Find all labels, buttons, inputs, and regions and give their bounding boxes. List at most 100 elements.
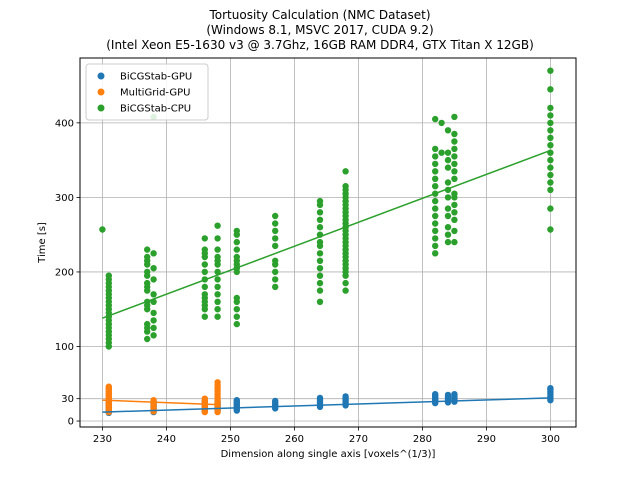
data-point xyxy=(233,227,240,235)
data-point xyxy=(150,276,157,283)
legend[interactable]: BiCGStab-GPU MultiGrid-GPU BiCGStab-CPU xyxy=(85,63,209,121)
data-point xyxy=(272,257,279,264)
data-point xyxy=(144,253,151,261)
data-point xyxy=(451,153,458,160)
data-point xyxy=(432,220,439,227)
data-point xyxy=(99,226,106,233)
data-point xyxy=(547,179,554,186)
series-bicgstab-cpu xyxy=(99,67,554,350)
data-point xyxy=(214,268,221,276)
data-point xyxy=(451,216,458,223)
data-point xyxy=(201,291,208,298)
data-point xyxy=(451,175,458,182)
data-point xyxy=(432,250,439,257)
data-point xyxy=(316,209,324,216)
data-point xyxy=(214,313,221,320)
data-point xyxy=(316,238,324,246)
data-point xyxy=(432,235,439,242)
data-point xyxy=(432,242,439,250)
x-tick-label: 240 xyxy=(157,434,176,445)
data-point xyxy=(150,291,157,298)
data-point xyxy=(316,197,324,205)
data-point xyxy=(316,216,324,223)
data-point xyxy=(233,320,240,328)
plot-frame xyxy=(79,57,577,428)
data-point xyxy=(233,306,240,313)
data-point xyxy=(547,205,554,212)
data-point xyxy=(214,298,221,305)
data-point xyxy=(316,298,324,305)
data-point xyxy=(316,279,324,287)
data-point xyxy=(444,127,452,134)
data-point xyxy=(451,227,458,235)
data-point xyxy=(316,250,324,257)
data-point xyxy=(316,265,324,272)
data-point xyxy=(150,324,157,332)
legend-marker xyxy=(97,88,105,96)
data-point xyxy=(233,313,240,320)
data-point xyxy=(451,138,458,145)
data-point xyxy=(316,287,324,294)
legend-marker xyxy=(97,72,105,80)
title-line: Tortuosity Calculation (NMC Dataset) xyxy=(208,8,430,22)
data-point xyxy=(444,156,452,164)
data-point xyxy=(547,171,554,179)
data-point xyxy=(233,253,240,261)
data-point xyxy=(214,276,221,283)
data-point xyxy=(432,168,439,175)
data-point xyxy=(444,179,452,186)
x-tick-label: 290 xyxy=(477,434,496,445)
x-tick-label: 280 xyxy=(413,434,432,445)
chart-title: Tortuosity Calculation (NMC Dataset)(Win… xyxy=(106,8,534,52)
data-point xyxy=(432,183,439,190)
data-point xyxy=(547,385,554,392)
series-layer xyxy=(99,67,554,416)
data-point xyxy=(451,391,458,398)
data-point xyxy=(144,320,151,328)
data-point xyxy=(444,231,452,238)
x-tick-label: 230 xyxy=(93,434,112,445)
data-point xyxy=(272,242,279,250)
y-tick-label: 300 xyxy=(55,193,74,204)
data-point xyxy=(316,224,324,231)
data-point xyxy=(144,279,151,287)
data-point xyxy=(547,156,554,164)
data-point xyxy=(105,272,113,279)
data-point xyxy=(547,127,554,134)
data-point xyxy=(201,261,208,268)
data-point xyxy=(432,227,439,235)
data-point xyxy=(451,201,458,209)
trend-line xyxy=(102,149,551,319)
x-tick-label: 250 xyxy=(221,434,240,445)
data-point xyxy=(432,145,439,153)
data-point xyxy=(150,309,157,317)
y-tick-label: 0 xyxy=(68,417,74,428)
data-point xyxy=(272,268,279,276)
data-point xyxy=(233,238,240,246)
x-axis-label: Dimension along single axis [voxels^(1/3… xyxy=(221,449,436,460)
data-point xyxy=(214,291,221,298)
data-point xyxy=(451,130,458,138)
data-point xyxy=(547,142,554,149)
title-line: (Windows 8.1, MSVC 2017, CUDA 9.2) xyxy=(206,23,433,37)
data-point xyxy=(105,383,113,390)
data-point xyxy=(547,67,554,74)
trend-line xyxy=(102,397,551,413)
data-point xyxy=(201,246,208,253)
data-point xyxy=(150,250,157,257)
data-point xyxy=(547,134,554,141)
data-point xyxy=(214,253,221,261)
data-point xyxy=(201,268,208,276)
data-point xyxy=(272,276,279,283)
data-point xyxy=(214,246,221,253)
x-axis-ticks: 230 240 250 260 270 280 290 300 xyxy=(93,427,560,445)
title-line: (Intel Xeon E5-1630 v3 @ 3.7Ghz, 16GB RA… xyxy=(106,38,534,52)
data-point xyxy=(444,194,452,201)
data-point xyxy=(444,238,452,246)
legend-label: BiCGStab-CPU xyxy=(120,104,191,115)
y-tick-label: 200 xyxy=(55,267,74,278)
data-point xyxy=(451,190,458,197)
data-point xyxy=(547,86,554,93)
data-point xyxy=(451,113,458,121)
